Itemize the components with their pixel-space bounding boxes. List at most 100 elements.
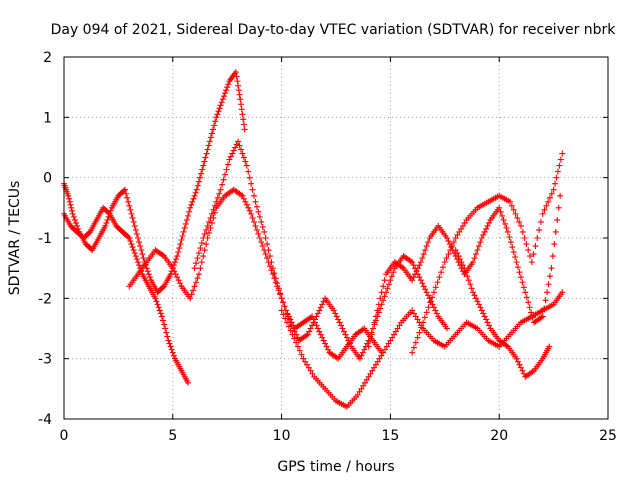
data-point [499,212,506,219]
data-point [240,195,247,202]
x-tick-label: 25 [599,428,617,444]
data-point [322,340,329,347]
series-track-7 [409,150,566,356]
data-point [157,310,164,317]
data-point [534,235,541,241]
data-point [459,222,466,229]
data-point [173,256,180,263]
data-point [541,206,548,213]
data-point [467,281,474,288]
data-point [171,259,178,266]
data-point [68,204,75,211]
data-point [145,271,152,278]
data-point [552,180,559,187]
data-point [211,209,218,216]
data-point [153,298,160,305]
data-point [474,298,481,305]
data-point [387,337,394,344]
data-point [412,313,419,320]
data-point [67,201,74,208]
data-point [264,241,271,248]
data-point [470,259,477,266]
data-point [192,189,199,196]
data-point [542,297,549,304]
data-point [268,259,275,266]
data-point [216,105,223,112]
data-point [369,325,376,332]
data-point [251,218,258,225]
data-point [378,352,385,359]
data-point [195,271,202,278]
data-point [537,218,544,225]
x-tick-label: 10 [273,428,291,444]
data-point [220,176,227,183]
data-point [390,269,397,276]
data-point [369,367,376,374]
y-tick-label: -4 [38,412,52,428]
data-point [427,299,434,306]
data-point [226,156,233,163]
data-point [211,122,218,129]
data-point [181,224,188,231]
data-point [497,208,504,215]
data-point [409,349,416,356]
data-point [556,162,563,169]
data-point [419,280,426,287]
data-point [242,198,249,205]
data-point [205,142,212,149]
data-point [365,373,372,380]
data-point [472,295,479,302]
series-track-1 [61,204,192,386]
data-point [121,186,128,193]
data-point [204,146,211,153]
data-point [423,289,430,296]
x-tick-label: 20 [490,428,508,444]
data-point [243,162,250,169]
data-point [185,379,192,386]
data-point [363,376,370,383]
data-point [284,319,291,326]
data-point [75,225,82,232]
data-point [218,99,225,106]
data-point [175,249,182,256]
data-point [139,251,146,258]
data-point [132,226,139,233]
data-point [410,274,417,281]
data-point [358,352,365,359]
data-point [261,228,268,235]
data-point [199,166,206,173]
data-point [381,346,388,353]
data-point [445,238,452,245]
data-point [516,218,523,225]
x-tick-label: 0 [60,428,69,444]
data-point [128,241,135,248]
data-point [413,268,420,275]
data-point [309,370,316,377]
data-point [233,141,240,148]
data-point [519,367,526,374]
data-point [242,158,249,165]
data-point [265,247,272,254]
data-point [206,138,213,145]
data-point [436,274,443,281]
data-point [125,198,132,205]
data-point [211,202,218,209]
data-point [323,343,330,350]
data-point [539,313,546,320]
data-point [243,201,250,208]
data-point [365,343,372,350]
data-point [380,283,387,290]
data-point [461,219,468,226]
data-point [187,204,194,211]
data-point [194,182,201,189]
data-point [520,284,527,291]
data-point [557,192,564,199]
data-point [443,255,450,262]
data-point [474,247,481,254]
x-axis-label: GPS time / hours [277,459,394,475]
data-point [262,235,269,241]
data-point [160,284,167,291]
data-point [246,174,253,181]
data-point [287,327,294,334]
data-point [248,180,255,187]
